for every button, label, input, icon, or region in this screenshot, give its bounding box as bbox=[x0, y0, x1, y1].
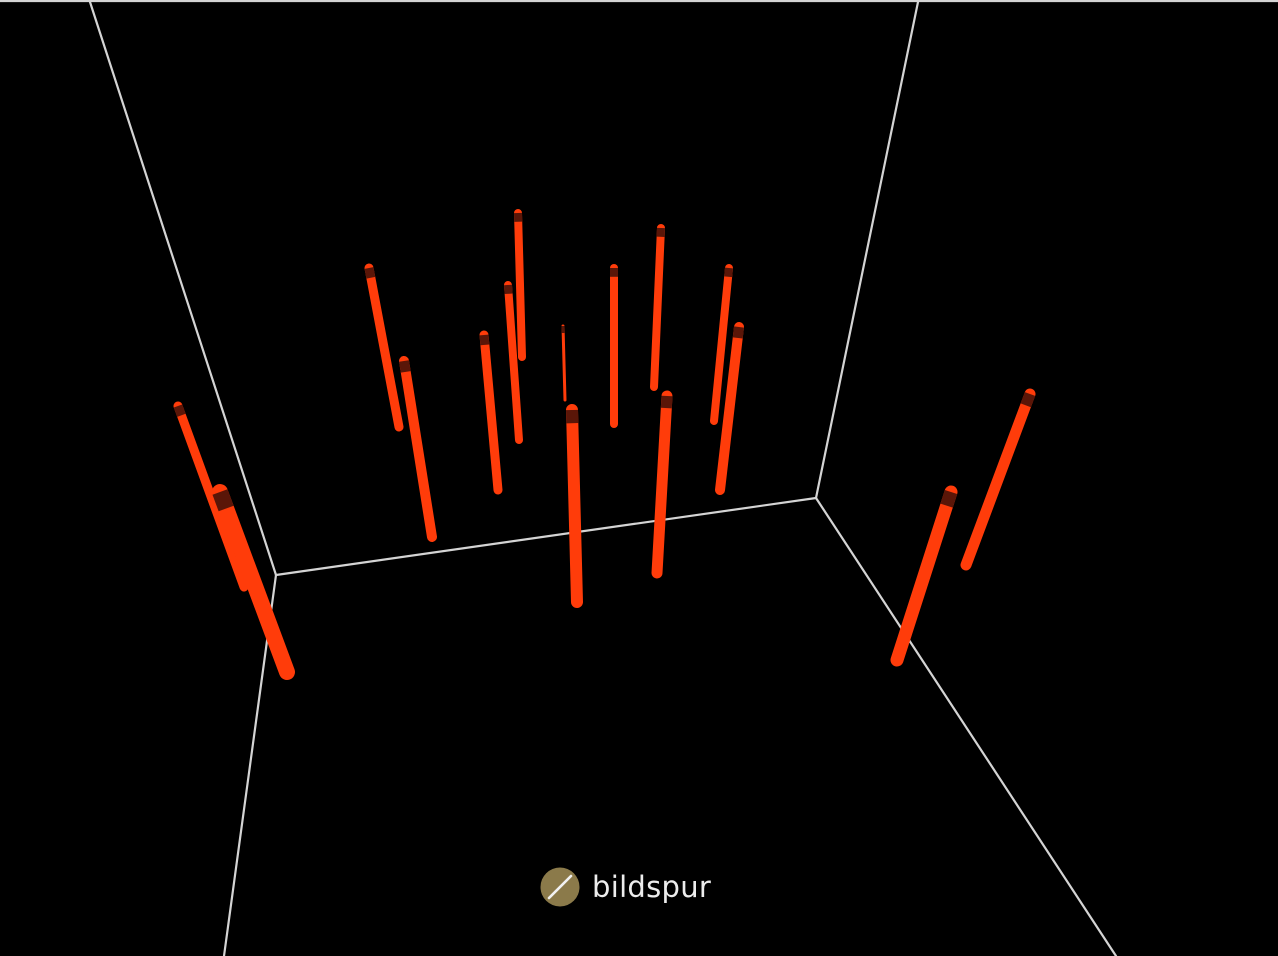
rod bbox=[212, 484, 295, 680]
rod-group bbox=[173, 209, 1036, 680]
rod bbox=[399, 356, 437, 542]
circle-slash-logo-icon bbox=[540, 867, 580, 907]
rod bbox=[710, 264, 733, 425]
rod bbox=[651, 390, 673, 579]
rod-cap bbox=[212, 489, 234, 512]
rod bbox=[566, 404, 583, 608]
frame-floor-right-edge bbox=[814, 496, 1118, 956]
rod-cap bbox=[1020, 392, 1036, 408]
rod-cap bbox=[660, 395, 673, 409]
rod-cap bbox=[940, 490, 958, 508]
rod-cap bbox=[173, 404, 186, 417]
frame-back-right-edge bbox=[814, 0, 920, 500]
rod-cap bbox=[504, 284, 513, 295]
rod-cap bbox=[364, 267, 376, 279]
rod-cap bbox=[479, 334, 490, 346]
rod bbox=[479, 330, 503, 495]
rod bbox=[960, 388, 1036, 571]
rod-cap bbox=[732, 326, 744, 339]
rod-cap bbox=[399, 360, 411, 373]
rod bbox=[890, 485, 958, 667]
rod bbox=[173, 401, 249, 592]
rod bbox=[514, 209, 526, 361]
brand-name: bildspur bbox=[592, 870, 712, 904]
rod bbox=[364, 263, 404, 432]
bildspur-logo: bildspur bbox=[540, 867, 711, 907]
frame-floor-back-edge bbox=[274, 496, 818, 577]
frame-back-left-edge bbox=[88, 0, 278, 577]
rod bbox=[715, 322, 744, 495]
rod bbox=[650, 224, 665, 391]
rod-cap bbox=[724, 267, 733, 278]
rod bbox=[504, 281, 523, 444]
rod bbox=[561, 324, 567, 402]
